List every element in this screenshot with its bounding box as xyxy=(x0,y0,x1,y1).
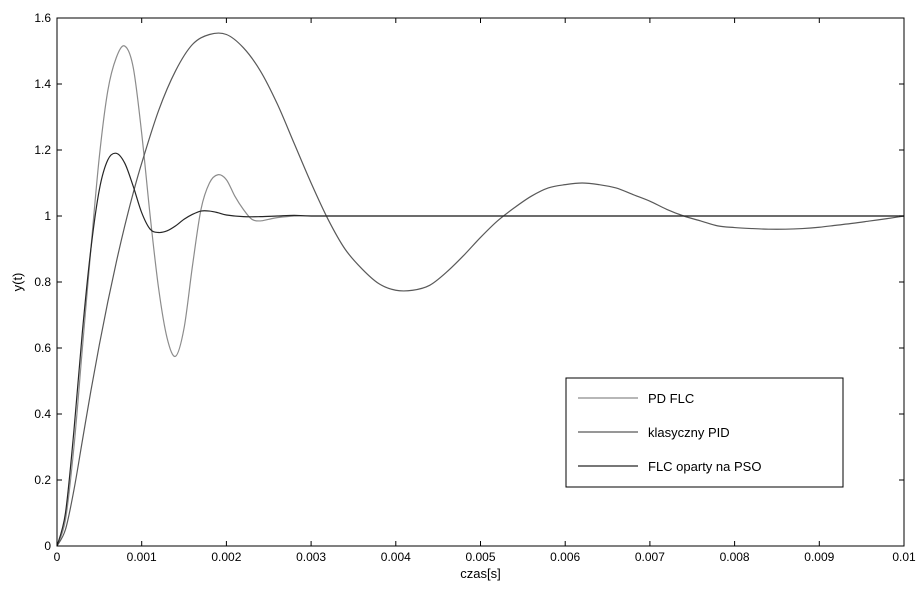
y-tick-label: 0.4 xyxy=(34,407,51,421)
x-tick-label: 0.003 xyxy=(296,550,326,564)
x-tick-label: 0.001 xyxy=(127,550,157,564)
x-tick-label: 0 xyxy=(54,550,61,564)
y-tick-label: 0.2 xyxy=(34,473,51,487)
legend-entry-pd-flc: PD FLC xyxy=(648,391,694,406)
y-tick-label: 1.4 xyxy=(34,77,51,91)
y-tick-label: 1.2 xyxy=(34,143,51,157)
series-layer xyxy=(56,32,905,547)
x-tick-label: 0.005 xyxy=(465,550,495,564)
series-line-klasyczny-pid xyxy=(56,32,905,547)
x-tick-label: 0.006 xyxy=(550,550,580,564)
x-tick-label: 0.008 xyxy=(720,550,750,564)
y-tick-label: 0 xyxy=(44,539,51,553)
y-tick-label: 1 xyxy=(44,209,51,223)
y-tick-label: 0.8 xyxy=(34,275,51,289)
x-tick-label: 0.002 xyxy=(211,550,241,564)
x-tick-label: 0.007 xyxy=(635,550,665,564)
legend-entry-klasyczny-pid: klasyczny PID xyxy=(648,425,730,440)
x-tick-label: 0.01 xyxy=(892,550,916,564)
legend-entry-flc-pso: FLC oparty na PSO xyxy=(648,459,761,474)
y-axis-label: y(t) xyxy=(10,273,25,292)
y-tick-label: 1.6 xyxy=(34,11,51,25)
y-tick-label: 0.6 xyxy=(34,341,51,355)
x-tick-label: 0.009 xyxy=(804,550,834,564)
legend: PD FLC klasyczny PID FLC oparty na PSO xyxy=(565,377,844,488)
ticks-layer: 0 0.001 0.002 0.003 0.004 0.005 0.006 0.007 0.00… xyxy=(34,11,916,564)
series-line-flc-pso xyxy=(56,152,904,547)
x-tick-label: 0.004 xyxy=(381,550,411,564)
x-axis-label: czas[s] xyxy=(460,566,500,581)
